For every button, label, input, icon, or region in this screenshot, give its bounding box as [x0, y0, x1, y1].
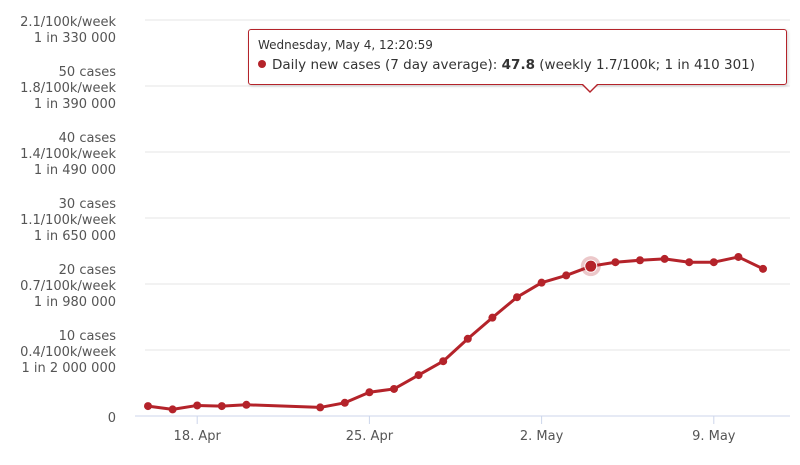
tooltip-detail: (weekly 1.7/100k; 1 in 410 301) — [534, 57, 756, 73]
y-tick-label: 1.4/100k/week — [20, 147, 116, 162]
y-tick-label: 0.4/100k/week — [20, 345, 116, 360]
x-tick-label: 18. Apr — [174, 429, 222, 444]
tooltip-value: 47.8 — [501, 57, 535, 73]
y-tick-label: 1 in 980 000 — [34, 295, 116, 310]
data-point[interactable] — [463, 334, 472, 343]
y-tick-label: 1.8/100k/week — [20, 81, 116, 96]
series-line — [147, 255, 764, 411]
data-point[interactable] — [316, 403, 325, 412]
data-point[interactable] — [562, 271, 571, 280]
data-point[interactable] — [390, 384, 398, 393]
y-tick-label: 10 cases — [59, 329, 117, 344]
y-tick-label: 1 in 490 000 — [34, 163, 116, 178]
y-tick-label: 20 cases — [59, 263, 117, 278]
y-tick-label: 1 in 330 000 — [34, 31, 116, 46]
data-point[interactable] — [340, 398, 349, 407]
tooltip: Wednesday, May 4, 12:20:59 Daily new cas… — [248, 29, 787, 85]
tooltip-arrow-fill — [582, 83, 598, 91]
data-point[interactable] — [685, 258, 694, 267]
x-tick-label: 25. Apr — [346, 429, 394, 444]
data-point[interactable] — [611, 258, 620, 267]
y-tick-label: 40 cases — [59, 131, 117, 146]
data-point[interactable] — [537, 278, 546, 287]
data-point[interactable] — [168, 405, 177, 414]
y-tick-label: 1 in 650 000 — [34, 229, 116, 244]
data-point[interactable] — [242, 400, 251, 409]
data-point[interactable] — [513, 293, 521, 302]
data-point[interactable] — [636, 256, 644, 265]
data-point[interactable] — [488, 313, 497, 322]
tooltip-date: Wednesday, May 4, 12:20:59 — [258, 38, 433, 52]
data-point-highlighted[interactable] — [584, 259, 598, 273]
series-marker-icon — [258, 60, 266, 68]
x-tick-label: 9. May — [692, 429, 736, 444]
tooltip-line: Daily new cases (7 day average): 47.8 (w… — [258, 57, 755, 73]
x-axis: 18. Apr 25. Apr 2. May 9. May — [135, 415, 790, 444]
data-point[interactable] — [734, 252, 743, 261]
data-point[interactable] — [759, 264, 767, 273]
y-tick-label: 1 in 390 000 — [34, 97, 116, 112]
y-tick-label: 1 in 2 000 000 — [21, 361, 116, 376]
series-daily-new-cases — [144, 252, 767, 414]
tooltip-label: Daily new cases (7 day average): — [272, 57, 502, 73]
y-tick-label: 30 cases — [59, 197, 117, 212]
data-point[interactable] — [193, 401, 202, 410]
y-tick-label: 0 — [108, 411, 116, 426]
y-tick-label: 1.1/100k/week — [20, 213, 116, 228]
data-point[interactable] — [414, 371, 423, 380]
y-tick-label: 50 cases — [59, 65, 117, 80]
data-point[interactable] — [144, 402, 152, 411]
data-point[interactable] — [217, 402, 226, 411]
data-point[interactable] — [365, 388, 374, 397]
x-tick-label: 2. May — [520, 429, 564, 444]
data-point[interactable] — [439, 357, 448, 366]
y-tick-label: 0.7/100k/week — [20, 279, 116, 294]
gridlines — [145, 19, 790, 351]
data-point[interactable] — [660, 254, 669, 263]
y-tick-label: 2.1/100k/week — [20, 15, 116, 30]
data-point[interactable] — [709, 258, 718, 267]
